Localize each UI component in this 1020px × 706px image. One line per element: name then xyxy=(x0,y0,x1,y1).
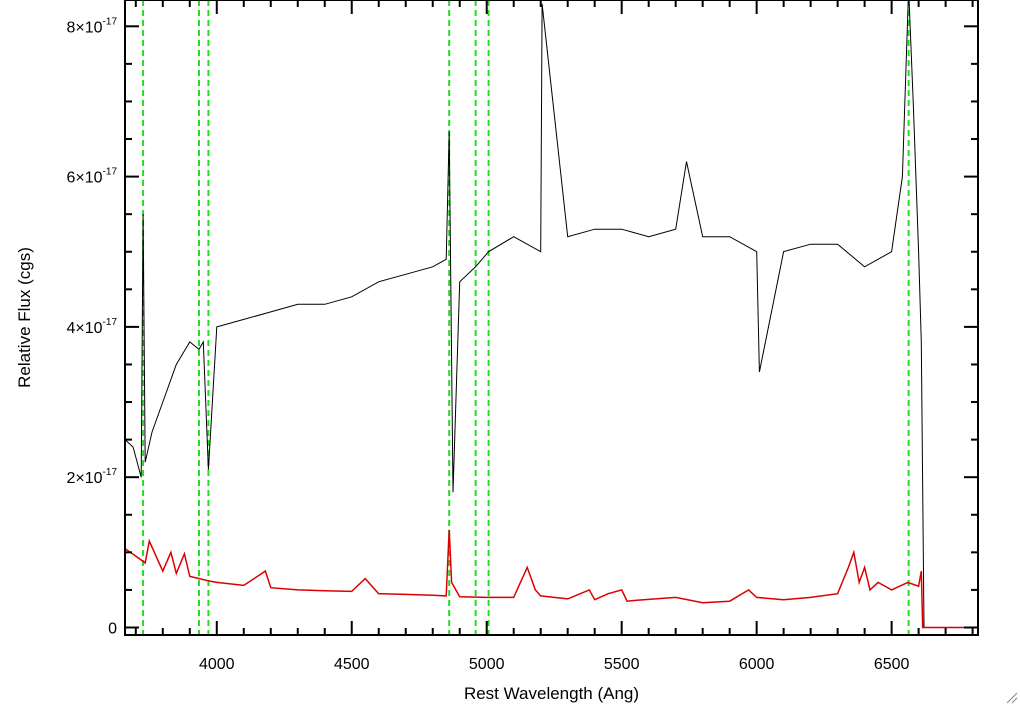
axis-ticks xyxy=(125,0,978,635)
x-axis-label: Rest Wavelength (Ang) xyxy=(464,684,639,703)
x-tick-label: 6000 xyxy=(739,656,775,673)
spectrum-series xyxy=(124,0,978,629)
y-tick-label: 0 xyxy=(108,620,117,637)
y-axis-label: Relative Flux (cgs) xyxy=(15,247,34,388)
plot-frame xyxy=(124,0,979,636)
y-tick-label: 2×10-17 xyxy=(67,467,118,487)
y-tick-label: 8×10-17 xyxy=(67,16,118,36)
x-tick-label: 4000 xyxy=(199,656,235,673)
x-tick-labels: 4000 4500 5000 5500 6000 6500 xyxy=(199,656,910,673)
flux-series-line xyxy=(124,0,978,628)
x-tick-label: 4500 xyxy=(334,656,370,673)
error-series-line xyxy=(124,529,978,629)
x-tick-label: 6500 xyxy=(874,656,910,673)
x-tick-label: 5000 xyxy=(469,656,505,673)
y-tick-label: 6×10-17 xyxy=(67,167,118,187)
y-tick-labels: 0 2×10-17 4×10-17 6×10-17 8×10-17 xyxy=(67,16,118,637)
emission-line-markers xyxy=(142,0,910,635)
y-tick-label: 4×10-17 xyxy=(67,317,118,337)
x-tick-label: 5500 xyxy=(604,656,640,673)
resize-grip-icon[interactable] xyxy=(1004,690,1018,704)
